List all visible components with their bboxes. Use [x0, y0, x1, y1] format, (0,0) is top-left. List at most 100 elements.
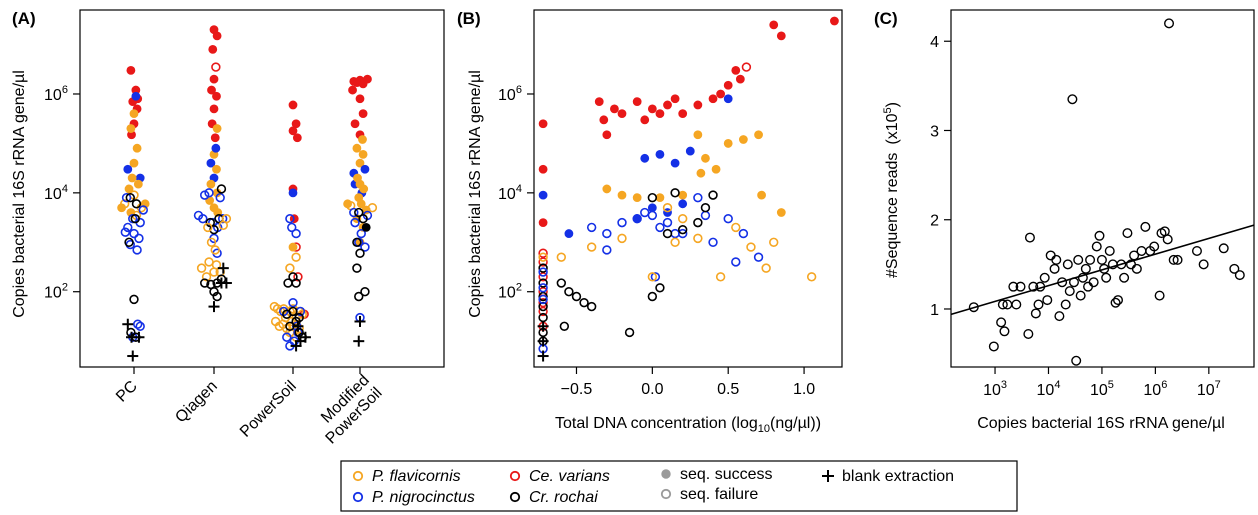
panel-c-x-tick-label-2-exp: 5: [1108, 379, 1114, 391]
panel-a-point: [358, 109, 368, 119]
panel-b-point: [670, 188, 680, 198]
panel-b-point: [632, 97, 642, 107]
panel-b-point: [538, 278, 548, 288]
panel-a-point: [287, 222, 297, 233]
panel-c-point: [1119, 272, 1130, 283]
panel-a-point: [292, 133, 302, 143]
panel-b-point: [655, 283, 665, 293]
panel-c-point: [1168, 254, 1179, 265]
panel-b-point: [678, 109, 688, 119]
panel-b-point: [693, 192, 703, 203]
panel-a-point-blank: [354, 315, 366, 327]
panel-a-point: [355, 248, 365, 258]
panel-b-point: [715, 272, 726, 282]
panel-b-point: [693, 130, 703, 140]
panel-c-point: [1104, 245, 1115, 256]
panel-b-point: [586, 301, 597, 312]
panel-a-point: [206, 179, 216, 189]
panel-a-point: [212, 91, 221, 101]
panel-b-point: [640, 153, 650, 163]
panel-b-x-tick-label-0: −0.5: [561, 381, 593, 398]
panel-c-point: [1073, 254, 1084, 265]
panel-b-point: [753, 252, 764, 262]
panel-a-point-blank: [127, 350, 139, 362]
panel-b-x-label-pre: Total DNA concentration (log: [555, 415, 758, 432]
panel-b-point: [670, 237, 680, 247]
panel-c-point: [1049, 263, 1060, 274]
panel-c-point: [1077, 272, 1088, 283]
panel-c-point: [997, 299, 1008, 310]
legend-label-1: P. nigrocinctus: [372, 489, 475, 506]
panel-c-x-tick-label-1-exp: 4: [1054, 379, 1060, 391]
panel-a-point: [282, 332, 292, 342]
panel-b-point: [538, 291, 548, 302]
legend-item-1: P. nigrocinctus: [352, 489, 475, 506]
panel-c-y-label-unit-sup: 5: [882, 107, 894, 113]
panel-b-x-axis: −0.5 0.0 0.5 1.0: [561, 367, 815, 398]
panel-c-point: [1091, 241, 1102, 252]
panel-a-point: [354, 207, 364, 218]
panel-a-point: [352, 143, 362, 153]
panel-a-point: [356, 199, 366, 209]
panel-c-point: [1131, 263, 1142, 274]
panel-b-point: [670, 158, 680, 168]
panel-b-y-tick-label-1-base: 10: [498, 186, 516, 203]
panel-c-x-tick-label-2: 105: [1090, 379, 1114, 399]
panel-a-point: [207, 85, 216, 95]
panel-b-point: [617, 233, 627, 244]
panel-c-y-tick-label-2: 3: [930, 123, 939, 140]
panel-b-y-tick-label-2: 106: [498, 84, 522, 104]
panel-a-point-blank: [122, 318, 134, 330]
panel-a-point: [358, 149, 368, 159]
panel-c-point: [1113, 295, 1124, 306]
panel-a-point: [133, 179, 143, 189]
panel-b-point: [538, 267, 548, 277]
panel-c-point: [1062, 259, 1073, 270]
panel-a-point: [129, 109, 139, 119]
panel-b-x-label-post: (ng/µl)): [770, 415, 821, 432]
legend-label-3: Cr. rochai: [529, 489, 598, 506]
panel-a-point: [129, 228, 139, 239]
panel-a-point: [212, 291, 222, 302]
panel-c-x-tick-label-3: 106: [1143, 379, 1167, 399]
panel-a-point: [209, 267, 219, 277]
panel-c-point: [1033, 299, 1044, 310]
panel-b-y-tick-label-0-exp: 2: [516, 282, 522, 294]
panel-c-x-tick-label-0-base: 10: [983, 382, 1001, 399]
panel-b-point: [738, 228, 749, 239]
panel-a-point: [133, 319, 143, 329]
panel-c-point: [999, 326, 1010, 337]
panel-b-point: [632, 214, 642, 224]
panel-b-point: [602, 245, 612, 255]
panel-b-point: [776, 31, 786, 41]
panel-b-point: [693, 100, 703, 110]
panel-a-point: [203, 222, 213, 233]
panel-a-point: [204, 188, 214, 198]
panel-a-point: [361, 223, 371, 232]
legend-label-6: blank extraction: [842, 468, 954, 485]
panel-c-point: [1080, 263, 1091, 274]
panel-a-point: [352, 263, 362, 273]
panel-a-point: [205, 217, 215, 228]
panel-b-point: [655, 149, 665, 159]
panel-b-point: [586, 222, 597, 233]
panel-a-point-blank: [290, 340, 302, 352]
panel-a-point: [124, 184, 134, 194]
panel-c-point: [1057, 277, 1068, 288]
panel-b-point: [700, 203, 711, 213]
panel-a-point: [200, 278, 210, 288]
panel-a-point: [288, 100, 298, 110]
panel-a-point: [350, 119, 360, 129]
legend-marker: [661, 469, 671, 479]
panel-a-x-tick-label-1: Qiagen: [172, 378, 221, 427]
panel-c-point: [1218, 243, 1229, 254]
panel-c-y-tick-label-3: 4: [930, 34, 939, 51]
panel-c-point: [1164, 18, 1175, 29]
panel-b-point: [594, 97, 604, 107]
panel-b-points: [537, 16, 839, 362]
panel-b-point: [662, 217, 673, 228]
panel-c-point: [1083, 281, 1094, 292]
panel-a-point: [355, 158, 365, 168]
